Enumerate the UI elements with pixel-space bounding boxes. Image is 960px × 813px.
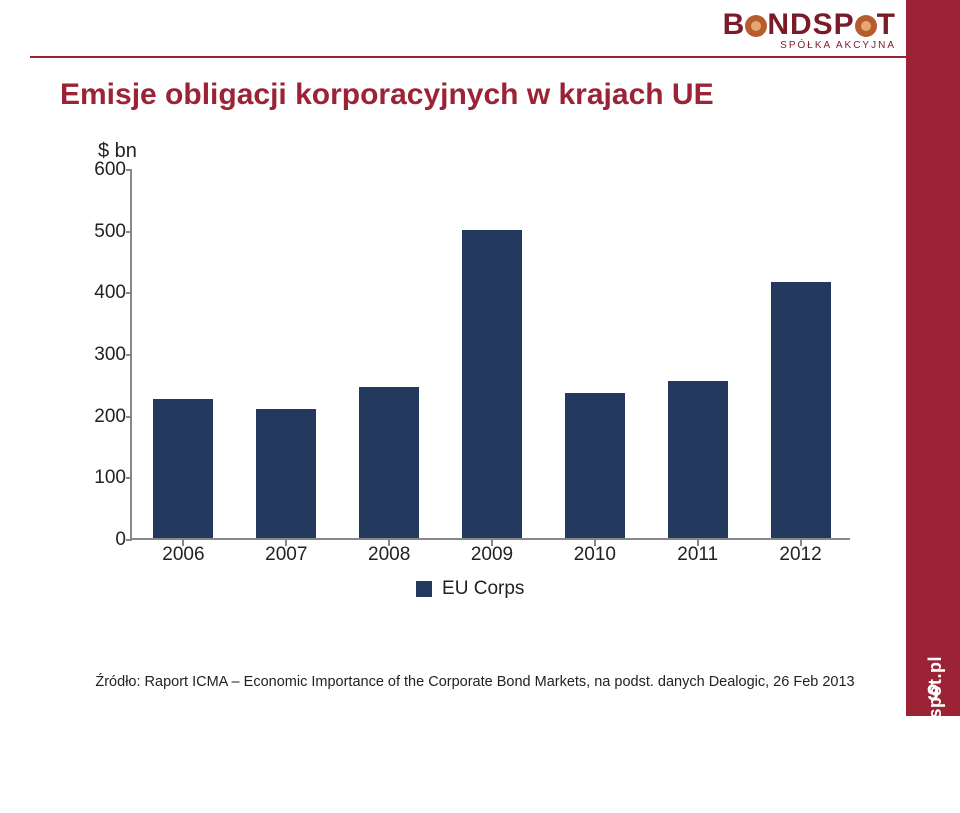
right-accent-bar: www.bondspot.pl 9 — [906, 0, 960, 716]
bar-chart: $ bn 01002003004005006002006200720082009… — [60, 140, 880, 610]
x-tick-label: 2011 — [658, 544, 738, 566]
y-tick-mark — [126, 231, 132, 233]
bar-2008 — [359, 387, 419, 538]
y-tick-mark — [126, 169, 132, 171]
y-tick-label: 100 — [82, 467, 126, 489]
y-tick-label: 300 — [82, 344, 126, 366]
y-tick-label: 400 — [82, 282, 126, 304]
bar-2011 — [668, 381, 728, 538]
logo-text-part3: T — [877, 8, 896, 41]
bar-2006 — [153, 399, 213, 538]
slide-title: Emisje obligacji korporacyjnych w krajac… — [60, 78, 714, 112]
logo-text-part1: B — [723, 8, 746, 41]
y-tick-label: 600 — [82, 159, 126, 181]
x-tick-label: 2012 — [761, 544, 841, 566]
page-number: 9 — [906, 680, 960, 706]
bondspot-logo: BNDSPT SPÓŁKA AKCYJNA — [723, 8, 896, 51]
top-horizontal-rule — [30, 56, 906, 58]
slide-page: www.bondspot.pl 9 BNDSPT SPÓŁKA AKCYJNA … — [0, 0, 960, 716]
bar-2010 — [565, 393, 625, 538]
y-tick-label: 0 — [82, 529, 126, 551]
logo-dot-icon — [745, 15, 767, 37]
y-tick-mark — [126, 292, 132, 294]
logo-brand: B NDSP T — [723, 8, 896, 42]
y-tick-mark — [126, 354, 132, 356]
y-tick-label: 500 — [82, 221, 126, 243]
logo-dot-icon — [855, 15, 877, 37]
logo-text-part2: NDSP — [767, 8, 854, 41]
x-tick-label: 2009 — [452, 544, 532, 566]
y-tick-mark — [126, 416, 132, 418]
x-tick-label: 2010 — [555, 544, 635, 566]
source-citation: Źródło: Raport ICMA – Economic Importanc… — [60, 674, 890, 690]
y-tick-mark — [126, 477, 132, 479]
x-tick-label: 2008 — [349, 544, 429, 566]
chart-legend: EU Corps — [60, 578, 880, 600]
legend-swatch — [416, 581, 432, 597]
x-tick-label: 2007 — [246, 544, 326, 566]
bar-2009 — [462, 230, 522, 538]
plot-area: 0100200300400500600200620072008200920102… — [130, 170, 850, 540]
legend-label: EU Corps — [442, 578, 524, 600]
x-tick-label: 2006 — [143, 544, 223, 566]
y-tick-mark — [126, 539, 132, 541]
bar-2007 — [256, 409, 316, 539]
bar-2012 — [771, 282, 831, 538]
y-tick-label: 200 — [82, 406, 126, 428]
